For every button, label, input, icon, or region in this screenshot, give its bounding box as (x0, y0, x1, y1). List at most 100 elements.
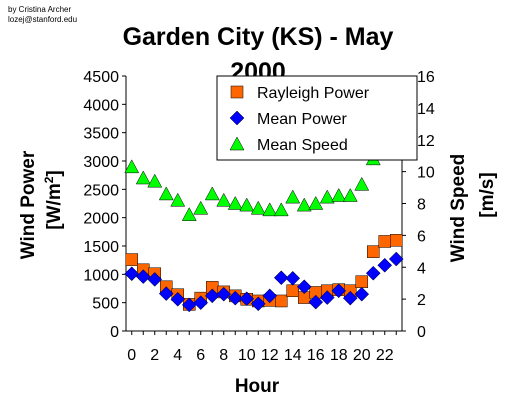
data-point (273, 270, 289, 286)
data-point (286, 284, 299, 298)
left-tick-label: 3500 (83, 126, 119, 143)
data-point (308, 294, 324, 310)
data-point (285, 270, 301, 286)
data-point (275, 294, 288, 308)
left-tick-label: 2000 (83, 211, 119, 228)
left-tick-label: 4500 (83, 69, 119, 86)
chart-title: Garden City (KS) - May (123, 23, 394, 51)
data-point (135, 170, 151, 185)
right-tick-label: 6 (417, 228, 426, 245)
data-point (319, 290, 335, 305)
right-axis-unit: [m/s] (477, 172, 498, 217)
data-point (250, 200, 266, 215)
data-point (262, 202, 278, 217)
data-point (367, 245, 380, 258)
legend-marker (230, 85, 244, 99)
data-point (239, 291, 255, 307)
left-axis-title: Wind Power (18, 150, 39, 259)
data-point (216, 286, 232, 302)
credit-author: by Cristina Archer (8, 5, 72, 14)
x-tick-label: 12 (261, 347, 279, 364)
series-mean-power (124, 251, 404, 313)
x-tick-label: 2 (150, 347, 159, 364)
data-point (170, 291, 186, 307)
data-point (331, 188, 347, 202)
legend-marker (229, 110, 245, 126)
data-point (250, 296, 266, 312)
left-tick-label: 4000 (83, 97, 119, 114)
data-point (158, 286, 174, 301)
left-tick-label: 1000 (83, 267, 119, 284)
right-tick-label: 12 (417, 133, 435, 150)
data-point (262, 288, 278, 304)
left-axis-unit: [W/m2] (42, 170, 65, 229)
data-point (331, 283, 347, 299)
data-point (204, 186, 220, 201)
data-point (390, 234, 403, 247)
legend-label: Mean Power (257, 111, 347, 128)
legend-label: Mean Speed (257, 137, 348, 154)
data-point (135, 269, 151, 284)
data-point (158, 186, 174, 201)
x-axis-title: Hour (235, 376, 280, 397)
x-tick-label: 14 (284, 347, 302, 364)
left-tick-label: 1500 (83, 239, 119, 256)
x-tick-label: 8 (219, 347, 228, 364)
data-point (319, 189, 335, 204)
left-tick-label: 0 (110, 324, 119, 341)
right-axis-title: Wind Speed (448, 154, 469, 263)
legend-marker (229, 136, 245, 151)
x-tick-label: 6 (196, 347, 205, 364)
data-point (193, 200, 209, 215)
right-tick-label: 2 (417, 292, 426, 309)
data-point (125, 253, 138, 266)
right-tick-label: 10 (417, 165, 435, 182)
x-tick-label: 16 (307, 347, 325, 364)
data-point (124, 159, 140, 174)
x-tick-label: 18 (330, 347, 348, 364)
x-tick-label: 20 (353, 347, 371, 364)
data-point (147, 173, 163, 188)
data-point (147, 272, 163, 287)
left-tick-label: 3000 (83, 154, 119, 171)
data-point (354, 286, 370, 302)
data-point (308, 195, 324, 210)
right-tick-label: 4 (417, 260, 426, 277)
data-point (365, 265, 381, 281)
data-point (296, 279, 312, 295)
x-tick-label: 4 (173, 347, 182, 364)
legend-label: Rayleigh Power (257, 85, 370, 102)
right-tick-label: 16 (417, 69, 435, 86)
data-point (354, 176, 370, 191)
data-point (170, 192, 186, 207)
data-point (296, 197, 312, 212)
data-point (377, 257, 393, 273)
data-point (355, 275, 368, 288)
legend: Rayleigh Power Mean Power Mean Speed (216, 75, 418, 161)
data-point (227, 290, 243, 306)
data-point (273, 202, 289, 217)
data-point (285, 189, 301, 204)
data-point (193, 295, 209, 311)
data-point (388, 251, 404, 267)
data-point (342, 290, 358, 306)
credit-email: lozej@stanford.edu (8, 15, 78, 24)
data-point (204, 288, 220, 304)
x-tick-label: 0 (127, 347, 136, 364)
x-tick-label: 10 (238, 347, 256, 364)
left-tick-label: 500 (92, 296, 119, 313)
x-tick-label: 22 (376, 347, 394, 364)
data-point (378, 235, 391, 248)
right-tick-label: 8 (417, 197, 426, 214)
legend-box (216, 75, 418, 161)
data-point (216, 192, 232, 207)
right-tick-label: 14 (417, 101, 435, 118)
data-point (181, 207, 197, 221)
right-tick-label: 0 (417, 324, 426, 341)
left-tick-label: 2500 (83, 182, 119, 199)
data-point (227, 195, 243, 210)
data-point (124, 266, 140, 282)
data-point (342, 188, 358, 202)
data-point (239, 197, 255, 212)
